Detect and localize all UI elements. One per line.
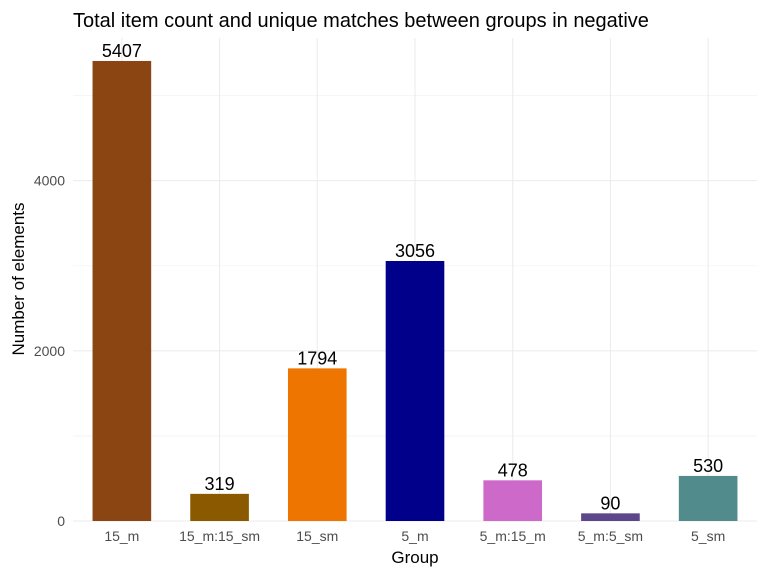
bar-5_sm bbox=[678, 475, 738, 521]
x-tick-label: 15_m bbox=[104, 528, 139, 544]
bar-5_m:5_sm bbox=[581, 513, 640, 521]
bar-15_m:15_sm bbox=[190, 493, 249, 521]
y-tick-label: 2000 bbox=[34, 343, 65, 359]
data-label-15_m: 5407 bbox=[102, 41, 142, 61]
data-labels: 5407 319 1794 3056 478 90 530 bbox=[102, 41, 723, 513]
chart-title: Total item count and unique matches betw… bbox=[73, 10, 649, 32]
x-axis-title: Group bbox=[391, 548, 438, 567]
y-axis-ticks: 0 2000 4000 bbox=[34, 173, 65, 529]
data-label-5_sm: 530 bbox=[693, 456, 723, 476]
data-label-15_sm: 1794 bbox=[297, 348, 337, 368]
bar-15_m bbox=[92, 60, 152, 521]
y-axis-title: Number of elements bbox=[9, 202, 28, 355]
bar-15_sm bbox=[287, 368, 347, 521]
x-tick-label: 5_m:5_sm bbox=[578, 528, 643, 544]
x-axis-ticks: 15_m 15_m:15_sm 15_sm 5_m 5_m:15_m 5_m:5_sm 5_… bbox=[104, 528, 725, 544]
y-tick-label: 0 bbox=[57, 513, 65, 529]
bar-5_m:15_m bbox=[483, 480, 543, 521]
y-tick-label: 4000 bbox=[34, 173, 65, 189]
x-tick-label: 5_m bbox=[401, 528, 428, 544]
data-label-5_m:15_m: 478 bbox=[498, 460, 528, 480]
bars bbox=[92, 60, 738, 521]
data-label-5_m:5_sm: 90 bbox=[600, 493, 620, 513]
data-label-15_m:15_sm: 319 bbox=[205, 474, 235, 494]
x-tick-label: 15_m:15_sm bbox=[179, 528, 260, 544]
bar-5_m bbox=[385, 260, 445, 521]
x-tick-label: 5_sm bbox=[691, 528, 725, 544]
x-tick-label: 15_sm bbox=[296, 528, 338, 544]
data-label-5_m: 3056 bbox=[395, 241, 435, 261]
x-tick-label: 5_m:15_m bbox=[480, 528, 546, 544]
